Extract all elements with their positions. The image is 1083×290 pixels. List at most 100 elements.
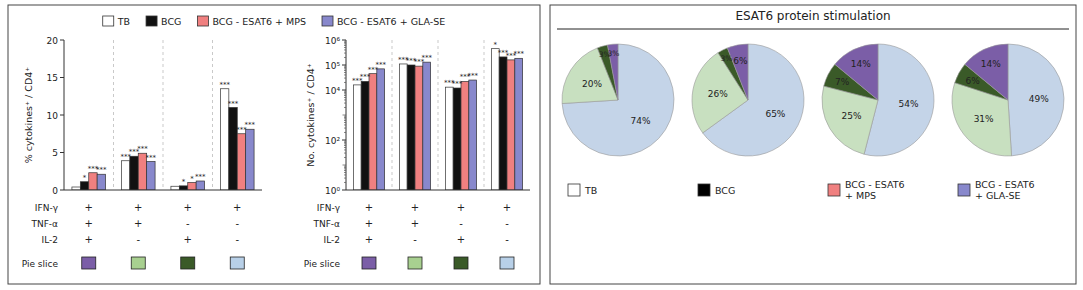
- bar: [415, 66, 423, 190]
- y-tick: [342, 65, 346, 66]
- table-sign: +: [365, 202, 373, 213]
- bar: [121, 161, 129, 190]
- legend-swatch: [103, 16, 114, 26]
- pie-data-label: 74%: [630, 116, 650, 126]
- y-tick: [60, 190, 64, 191]
- title: ESAT6 protein stimulation: [735, 9, 890, 23]
- legend: TB BCG BCG - ESAT6 + MPS BCG - ESAT6 + GLA-…: [103, 16, 446, 27]
- minor-tick: [344, 174, 346, 175]
- minor-tick: [344, 53, 346, 54]
- minor-tick: [344, 153, 346, 154]
- group-separator: [438, 40, 439, 190]
- minor-tick: [344, 132, 346, 133]
- minor-tick: [344, 107, 346, 108]
- table-sign: -: [505, 218, 509, 229]
- pie: 65%26%3%6%: [692, 44, 804, 156]
- table-sign: +: [365, 218, 373, 229]
- bar: [196, 181, 204, 190]
- bar: [353, 85, 361, 190]
- legend-label: BCG - ESAT6 + GLA-SE: [337, 16, 445, 27]
- pie-data-label: 25%: [841, 111, 861, 121]
- table-sign: -: [186, 218, 190, 229]
- pie-slice-swatch: [181, 257, 195, 269]
- minor-tick: [344, 66, 346, 67]
- pie-data-label: 31%: [974, 114, 994, 124]
- minor-tick: [344, 143, 346, 144]
- legend-entry: BCG - ESAT6 + MPS: [197, 16, 306, 27]
- text-line: + GLA-SE: [975, 190, 1021, 201]
- table-sign: -: [136, 234, 140, 245]
- group-separator: [484, 40, 485, 190]
- pie-data-label: 3%: [608, 49, 620, 58]
- bar: [515, 58, 523, 190]
- bar: [80, 182, 88, 190]
- table-sign: -: [505, 234, 509, 245]
- legend-label: TB: [584, 185, 597, 196]
- significance: ***: [421, 54, 432, 62]
- minor-tick: [344, 45, 346, 46]
- minor-tick: [344, 78, 346, 79]
- pie: 49%31%6%14%: [952, 44, 1064, 156]
- table-row-label: TNF-α: [312, 219, 340, 229]
- y-tick: [60, 40, 64, 41]
- table-row-label: IL-2: [42, 235, 58, 245]
- legend-swatch: [958, 184, 970, 196]
- legend-swatch: [828, 184, 840, 196]
- bar: [453, 88, 461, 190]
- legend-label: BCG: [715, 185, 735, 196]
- pie-wedge: [1008, 44, 1064, 156]
- significance: ***: [137, 145, 148, 153]
- bar: [407, 65, 415, 190]
- bar: [461, 81, 469, 190]
- y-tick: [342, 190, 346, 191]
- significance: *: [190, 175, 194, 183]
- legend-label: BCG - ESAT6 + MPS: [212, 16, 306, 27]
- y-tick: [342, 140, 346, 141]
- minor-tick: [344, 182, 346, 183]
- text-line: BCG - ESAT6: [845, 179, 905, 190]
- bar: [399, 64, 407, 190]
- bar-chart: ****************************************…: [304, 36, 530, 270]
- legend-swatch: [322, 16, 333, 26]
- minor-tick: [344, 95, 346, 96]
- significance: ***: [195, 173, 206, 181]
- significance: *: [182, 178, 186, 186]
- text-line: BCG - ESAT6: [975, 179, 1035, 190]
- significance: ***: [467, 72, 478, 80]
- legend-entry: TB: [103, 16, 130, 27]
- table-sign: -: [413, 234, 417, 245]
- minor-tick: [344, 57, 346, 58]
- x-axis: [346, 190, 530, 191]
- legend-label: BCG: [161, 16, 181, 27]
- table-sign: +: [503, 202, 511, 213]
- y-tick: [342, 40, 346, 41]
- bars: [72, 89, 254, 190]
- pie-wedge: [692, 53, 748, 133]
- minor-tick: [344, 42, 346, 43]
- table-row-label: Pie slice: [304, 259, 341, 269]
- table-row-label: IL-2: [324, 235, 340, 245]
- minor-tick: [343, 115, 347, 116]
- panel-frame: [550, 5, 1076, 284]
- table-sign: +: [85, 234, 93, 245]
- bar: [188, 183, 196, 191]
- bar-chart: ************************************0510…: [22, 36, 262, 270]
- table-sign: -: [235, 218, 239, 229]
- legend-entry: BCG - ESAT6 + GLA-SE: [322, 16, 445, 27]
- bar: [507, 60, 515, 190]
- table-sign: +: [233, 202, 241, 213]
- y-tick-label: 10⁴: [325, 86, 340, 96]
- y-tick-label: 5: [52, 148, 58, 158]
- pie-legend-entry: BCG: [698, 184, 735, 196]
- pie-wedge: [965, 44, 1008, 100]
- pie-wedge: [727, 44, 748, 100]
- table-sign: +: [184, 202, 192, 213]
- bar: [147, 162, 155, 191]
- minor-tick: [344, 99, 346, 100]
- minor-tick: [344, 147, 346, 148]
- pie-slice-swatch: [230, 257, 244, 269]
- minor-tick: [344, 49, 346, 50]
- pie-legend-entry: BCG - ESAT6+ MPS: [828, 179, 905, 201]
- y-tick-label: 10⁵: [325, 61, 340, 71]
- y-tick-label: 10: [47, 111, 59, 121]
